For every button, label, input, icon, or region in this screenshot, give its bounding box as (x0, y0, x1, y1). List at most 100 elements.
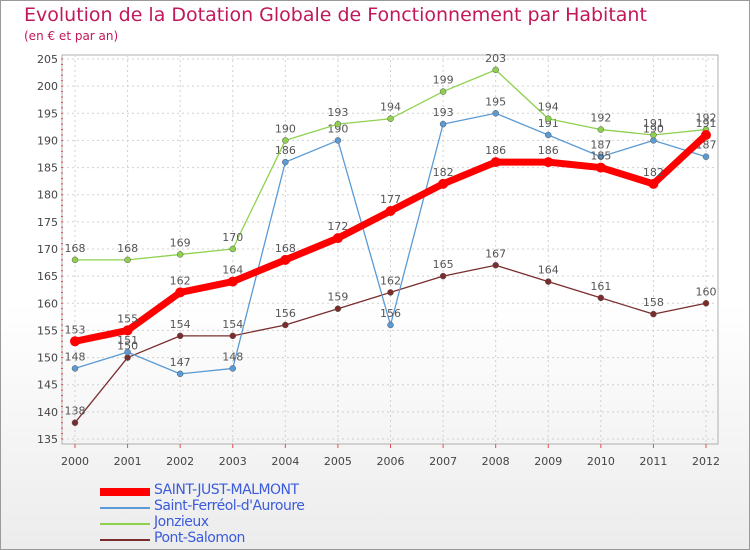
data-point (492, 262, 499, 269)
data-point (124, 348, 131, 356)
x-tick-label: 2006 (377, 455, 405, 468)
x-tick-label: 2003 (219, 455, 247, 468)
data-point (387, 115, 394, 122)
data-label: 177 (380, 193, 401, 206)
x-tick-label: 2005 (324, 455, 352, 468)
x-tick-label: 2002 (166, 455, 194, 468)
data-point (124, 354, 131, 361)
data-label: 194 (538, 101, 559, 114)
data-label: 193 (327, 106, 348, 119)
data-point (176, 370, 184, 378)
data-point (492, 66, 499, 74)
y-tick-label: 165 (37, 270, 58, 283)
data-point (387, 289, 394, 296)
y-tick-label: 175 (37, 216, 58, 229)
data-label: 168 (275, 242, 296, 255)
legend-label: Pont-Salomon (154, 530, 245, 546)
data-label: 158 (643, 296, 664, 309)
data-point (282, 321, 289, 329)
data-point (70, 336, 80, 347)
data-label: 156 (275, 307, 296, 320)
data-point (650, 131, 657, 139)
data-point (701, 130, 711, 140)
data-label: 199 (433, 74, 454, 87)
legend-swatch (100, 507, 150, 509)
data-label: 186 (538, 144, 559, 157)
data-label: 138 (65, 405, 86, 418)
data-label: 148 (222, 350, 243, 363)
x-tick-label: 2009 (534, 455, 562, 468)
x-tick-label: 2010 (587, 455, 615, 468)
data-label: 168 (117, 242, 138, 255)
data-point (229, 332, 236, 340)
data-point (282, 137, 289, 144)
y-tick-label: 155 (37, 324, 58, 337)
data-label: 162 (170, 274, 191, 287)
data-label: 191 (643, 117, 664, 130)
y-tick-label: 200 (37, 80, 58, 93)
data-point (385, 206, 396, 216)
data-point (439, 272, 447, 280)
data-label: 194 (380, 101, 401, 114)
data-label: 162 (380, 274, 401, 287)
x-tick-label: 2011 (639, 455, 667, 468)
y-tick-label: 190 (37, 134, 58, 147)
series-line-pont-salomon (74, 264, 707, 424)
legend-label: Jonzieux (154, 514, 209, 530)
data-label: 192 (696, 112, 717, 125)
data-point (439, 88, 447, 95)
data-point (71, 256, 79, 264)
data-label: 150 (117, 340, 138, 353)
data-point (176, 251, 184, 258)
y-tick-label: 135 (37, 433, 58, 446)
data-point (545, 278, 552, 285)
data-label: 185 (590, 150, 611, 163)
data-point (595, 162, 606, 173)
data-label: 164 (222, 264, 243, 277)
data-point (648, 178, 659, 189)
data-point (280, 254, 291, 265)
data-point (702, 300, 710, 307)
y-tick-label: 160 (37, 297, 58, 310)
data-label: 186 (275, 144, 296, 157)
data-label: 182 (433, 166, 454, 179)
data-label: 186 (485, 144, 506, 157)
x-tick-label: 2000 (61, 455, 89, 468)
data-label: 190 (643, 122, 664, 135)
data-label: 182 (643, 166, 664, 179)
data-point (597, 294, 605, 302)
chart-title: Evolution de la Dotation Globale de Fonc… (24, 4, 647, 26)
y-tick-label: 195 (37, 107, 58, 120)
data-point (175, 287, 186, 298)
legend-swatch (100, 488, 150, 496)
data-point (176, 332, 184, 340)
data-point (702, 153, 710, 160)
data-point (492, 110, 499, 117)
data-label: 195 (485, 95, 506, 108)
data-label: 192 (590, 112, 611, 125)
data-point (439, 120, 447, 128)
data-point (229, 245, 236, 253)
data-point (597, 153, 605, 160)
data-point (597, 126, 605, 133)
data-point (387, 321, 394, 329)
x-tick-label: 2004 (271, 455, 299, 468)
y-tick-label: 150 (37, 352, 58, 365)
data-point (543, 157, 554, 168)
x-tick-label: 2008 (482, 455, 510, 468)
data-label: 190 (275, 122, 296, 135)
data-label: 187 (590, 139, 611, 152)
data-label: 167 (485, 247, 506, 260)
data-label: 159 (327, 291, 348, 304)
data-label: 147 (170, 356, 191, 369)
y-tick-label: 205 (37, 53, 58, 66)
data-label: 172 (327, 220, 348, 233)
data-point (438, 178, 449, 189)
y-tick-label: 185 (37, 162, 58, 175)
data-label: 151 (117, 334, 138, 347)
y-tick-label: 180 (37, 189, 58, 202)
data-point (332, 233, 343, 244)
y-tick-label: 145 (37, 379, 58, 392)
